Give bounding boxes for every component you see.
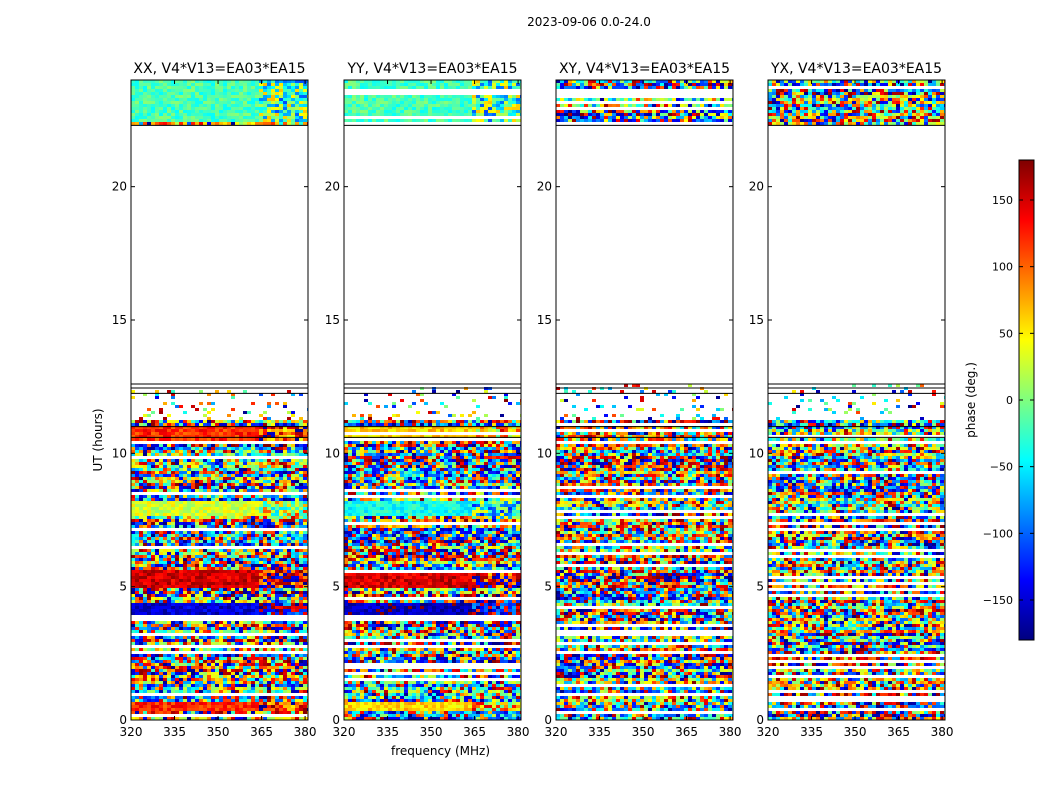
x-tick-label: 365 [250,725,273,739]
heatmap-cells [344,80,521,720]
panel-1: XX, V4*V13=EA03*EA15 0 5 10 15 20 320 335 350 365… [91,61,317,739]
y-tick-label: 5 [332,580,340,594]
x-tick-label: 380 [719,725,742,739]
x-tick-label: 335 [163,725,186,739]
y-tick-label: 0 [332,713,340,727]
y-tick-label: 20 [325,180,340,194]
x-tick-label: 320 [545,725,568,739]
y-tick-label: 15 [325,313,340,327]
plot-frame [343,79,522,721]
x-tick-label: 365 [463,725,486,739]
x-tick-label: 350 [420,725,443,739]
y-tick-label: 10 [112,446,127,460]
y-tick-label: 5 [544,580,552,594]
y-tick-label: 10 [749,446,764,460]
colorbar: 150 100 50 0 −50 −100 −150 phase (deg.) [964,159,1035,641]
panel-4: YX, V4*V13=EA03*EA15 0 5 10 15 20 320 335 350 365… [749,61,954,739]
colorbar-tick-label: −50 [990,461,1013,474]
colorbar-tick-label: −150 [983,594,1013,607]
y-tick-label: 0 [544,713,552,727]
x-tick-label: 350 [844,725,867,739]
heatmap-cells [131,80,308,720]
x-tick-label: 380 [294,725,317,739]
colorbar-tick-label: 100 [992,261,1013,274]
colorbar-tick-label: 50 [999,327,1013,340]
x-tick-label: 350 [207,725,230,739]
x-axis-label: frequency (MHz) [391,744,490,758]
plot-frame [555,79,734,721]
y-axis-label: UT (hours) [91,408,105,471]
y-tick-label: 0 [756,713,764,727]
x-tick-label: 335 [800,725,823,739]
panel-3: XY, V4*V13=EA03*EA15 0 5 10 15 20 320 335 350 365… [537,61,742,739]
colorbar-label: phase (deg.) [964,362,978,438]
y-tick-label: 15 [112,313,127,327]
y-tick-label: 20 [112,180,127,194]
x-tick-label: 320 [757,725,780,739]
y-tick-label: 0 [119,713,127,727]
x-tick-label: 320 [120,725,143,739]
plot-frame [767,79,946,721]
y-tick-label: 15 [749,313,764,327]
x-tick-label: 335 [376,725,399,739]
panel-title: YX, V4*V13=EA03*EA15 [770,61,942,77]
x-tick-label: 350 [632,725,655,739]
y-tick-label: 5 [756,580,764,594]
colorbar-tick-label: 0 [1006,394,1013,407]
x-tick-label: 380 [931,725,954,739]
x-tick-label: 365 [887,725,910,739]
panel-2: YY, V4*V13=EA03*EA15 0 5 10 15 20 320 335 350 365… [325,61,530,758]
y-tick-label: 20 [749,180,764,194]
x-tick-label: 335 [588,725,611,739]
x-tick-label: 380 [507,725,530,739]
colorbar-tick-label: −100 [983,527,1013,540]
colorbar-tick-label: 150 [992,194,1013,207]
panel-title: XY, V4*V13=EA03*EA15 [559,61,730,77]
panel-title: YY, V4*V13=EA03*EA15 [346,61,517,77]
y-tick-label: 10 [537,446,552,460]
y-tick-label: 15 [537,313,552,327]
heatmap-cells [556,80,733,720]
x-tick-label: 320 [333,725,356,739]
plot-frame [130,79,309,721]
heatmap-cells [768,80,945,720]
y-tick-label: 20 [537,180,552,194]
panels: XX, V4*V13=EA03*EA15 0 5 10 15 20 320 335 350 365… [91,61,954,758]
panel-title: XX, V4*V13=EA03*EA15 [133,61,305,77]
x-tick-label: 365 [675,725,698,739]
y-tick-label: 10 [325,446,340,460]
figure-title: 2023-09-06 0.0-24.0 [527,15,651,29]
y-tick-label: 5 [119,580,127,594]
